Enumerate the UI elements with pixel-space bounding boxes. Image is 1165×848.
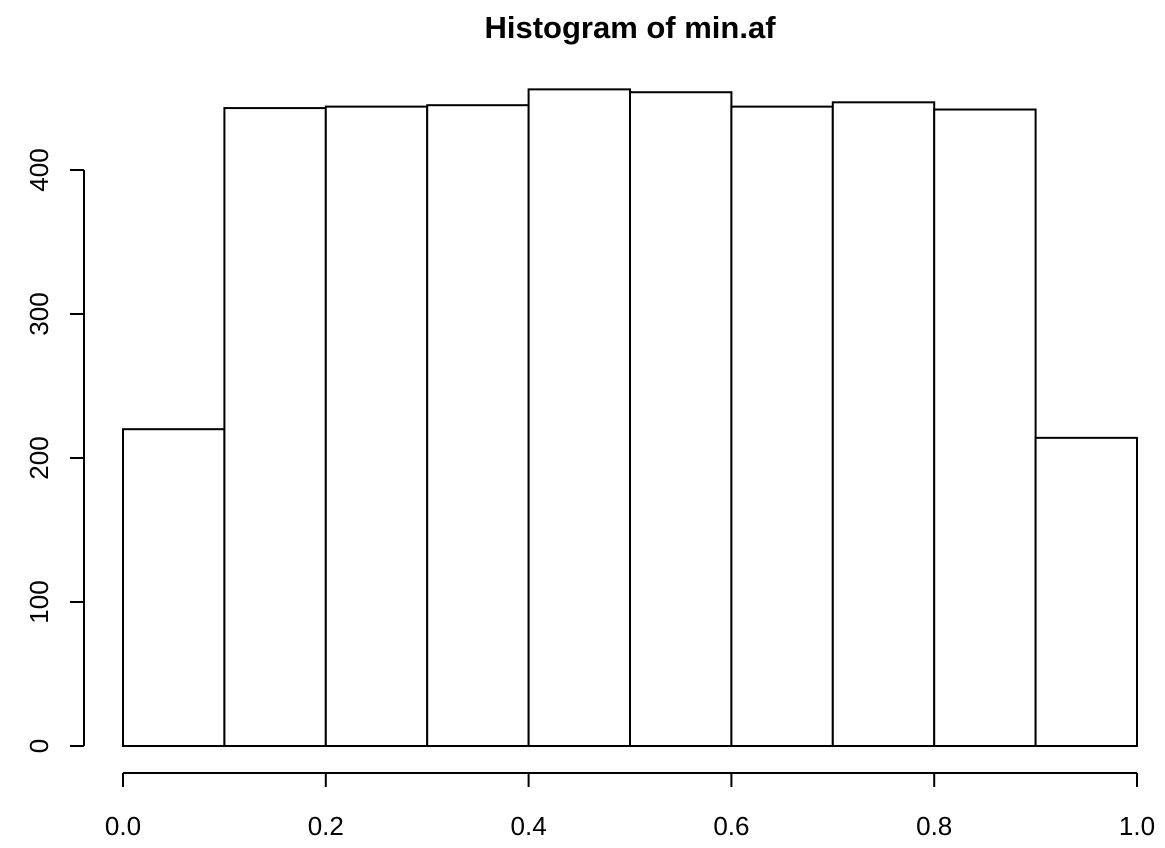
bar bbox=[122, 428, 226, 747]
bar bbox=[223, 107, 327, 747]
x-tick-label: 0.4 bbox=[511, 811, 547, 841]
y-tick-label: 200 bbox=[24, 436, 54, 479]
y-tick-label: 0 bbox=[24, 739, 54, 753]
y-tick-label: 300 bbox=[24, 292, 54, 335]
bar bbox=[831, 101, 936, 747]
bar bbox=[426, 104, 530, 747]
x-tick-label: 0.0 bbox=[105, 811, 141, 841]
bar bbox=[933, 108, 1037, 747]
x-tick-label: 0.2 bbox=[308, 811, 344, 841]
x-tick-label: 0.6 bbox=[713, 811, 749, 841]
bar bbox=[527, 88, 631, 748]
chart-title: Histogram of min.af bbox=[484, 10, 776, 45]
bar bbox=[730, 105, 834, 747]
bar bbox=[629, 91, 733, 748]
y-tick-label: 100 bbox=[24, 580, 54, 623]
x-tick-label: 1.0 bbox=[1119, 811, 1155, 841]
bar bbox=[324, 105, 429, 747]
bar bbox=[1034, 436, 1138, 747]
y-tick-label: 400 bbox=[24, 148, 54, 191]
x-tick-label: 0.8 bbox=[916, 811, 952, 841]
